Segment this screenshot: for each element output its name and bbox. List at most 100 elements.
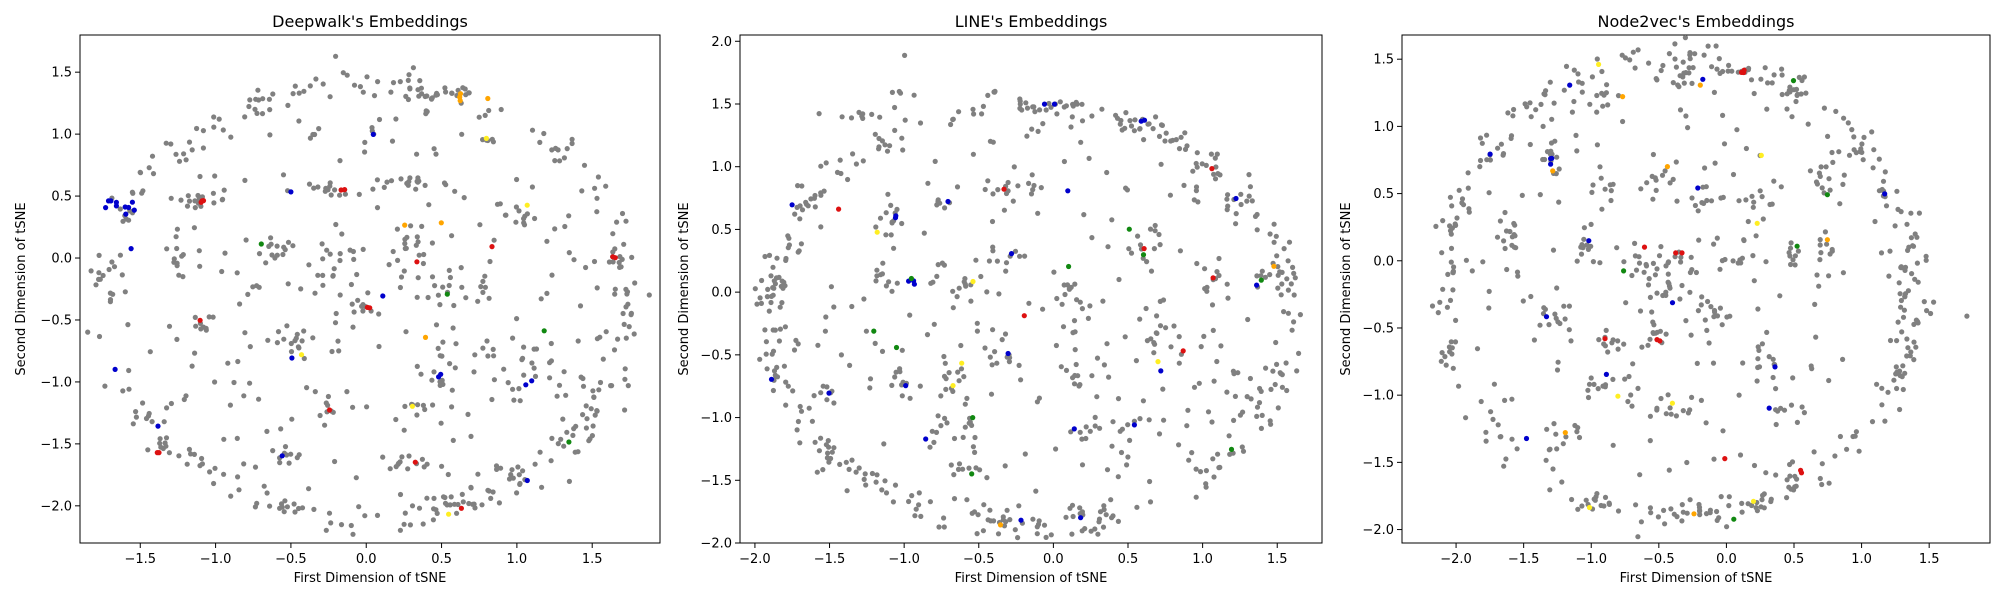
scatter-point xyxy=(1168,138,1174,144)
grey-point xyxy=(1193,160,1199,167)
scatter-point xyxy=(1502,397,1508,403)
red-point xyxy=(836,206,842,212)
scatter-point xyxy=(1100,524,1107,530)
grey-point xyxy=(1053,342,1059,349)
grey-point xyxy=(296,345,302,351)
grey-point xyxy=(547,375,553,381)
scatter-point xyxy=(1874,381,1880,387)
scatter-point xyxy=(1191,384,1198,390)
grey-point xyxy=(1901,307,1907,313)
grey-point xyxy=(894,280,900,286)
scatter-point xyxy=(1022,451,1028,457)
grey-point xyxy=(580,375,586,382)
grey-point xyxy=(447,274,453,281)
scatter-point xyxy=(498,106,504,113)
scatter-point xyxy=(285,102,291,108)
grey-point xyxy=(1015,183,1021,189)
scatter-point xyxy=(935,262,941,268)
grey-point xyxy=(869,111,875,117)
grey-point xyxy=(1224,281,1230,287)
scatter-point xyxy=(581,162,588,168)
grey-point xyxy=(337,292,343,298)
grey-point xyxy=(1083,424,1089,430)
grey-point xyxy=(1597,164,1603,170)
grey-point xyxy=(758,300,765,306)
scatter-point xyxy=(1630,49,1636,55)
grey-point xyxy=(421,251,427,258)
grey-point xyxy=(311,185,317,191)
scatter-point xyxy=(1254,227,1260,233)
scatter-point xyxy=(1450,365,1456,371)
scatter-point xyxy=(1092,526,1098,532)
grey-point xyxy=(829,449,835,455)
scatter-point xyxy=(311,506,317,512)
scatter-point xyxy=(408,223,414,229)
grey-point xyxy=(1639,344,1645,350)
scatter-point xyxy=(863,482,869,488)
grey-point xyxy=(1114,115,1121,121)
blue-point xyxy=(1138,118,1144,124)
scatter-point xyxy=(1211,378,1217,384)
scatter-point xyxy=(1034,531,1040,537)
scatter-point xyxy=(1491,381,1497,387)
scatter-point xyxy=(1077,299,1083,305)
grey-point xyxy=(1680,408,1686,414)
grey-point xyxy=(1651,322,1657,328)
scatter-point xyxy=(357,84,363,90)
scatter-point xyxy=(448,494,454,500)
scatter-point xyxy=(619,210,626,217)
grey-point xyxy=(1043,107,1049,113)
scatter-point xyxy=(1869,129,1875,135)
scatter-point xyxy=(1495,422,1501,428)
scatter-point xyxy=(1099,106,1105,112)
scatter-point xyxy=(338,522,345,528)
scatter-point xyxy=(1661,507,1667,513)
scatter-point xyxy=(1658,244,1664,250)
scatter-point xyxy=(1160,386,1166,392)
scatter-point xyxy=(332,458,338,465)
scatter-point xyxy=(594,285,600,291)
orange-point xyxy=(1824,237,1830,243)
scatter-point xyxy=(1144,259,1150,265)
grey-point xyxy=(1275,272,1281,278)
grey-point xyxy=(437,302,443,308)
scatter-point xyxy=(1104,341,1110,347)
scatter-point xyxy=(1524,104,1530,110)
scatter-point xyxy=(538,296,544,302)
scatter-point xyxy=(491,353,497,359)
grey-point xyxy=(1860,157,1866,163)
scatter-point xyxy=(284,504,290,510)
scatter-point xyxy=(88,268,94,274)
scatter-point xyxy=(632,280,638,286)
scatter-point xyxy=(1615,508,1622,514)
scatter-point xyxy=(1189,450,1195,456)
grey-point xyxy=(968,298,974,304)
scatter-point xyxy=(1156,133,1163,139)
scatter-point xyxy=(1141,137,1147,143)
scatter-point xyxy=(1743,145,1749,152)
grey-point xyxy=(1062,291,1068,298)
scatter-point xyxy=(197,263,203,269)
grey-point xyxy=(422,406,428,413)
scatter-point xyxy=(1150,126,1156,132)
grey-point xyxy=(1636,260,1643,266)
scatter-point xyxy=(516,386,522,392)
grey-point xyxy=(1477,157,1484,164)
scatter-point xyxy=(1275,405,1281,411)
grey-point xyxy=(1902,294,1908,300)
grey-point xyxy=(1718,195,1724,201)
scatter-point xyxy=(1720,428,1726,434)
grey-point xyxy=(1279,281,1285,287)
grey-point xyxy=(1702,317,1708,323)
scatter-point xyxy=(1705,43,1711,49)
scatter-point xyxy=(757,295,763,301)
scatter-point xyxy=(931,321,937,327)
scatter-point xyxy=(374,205,381,211)
scatter-point xyxy=(406,72,412,78)
scatter-point xyxy=(577,303,584,309)
scatter-point xyxy=(476,114,482,120)
grey-point xyxy=(1012,248,1019,254)
scatter-point xyxy=(364,74,370,80)
grey-point xyxy=(419,91,425,97)
grey-point xyxy=(1749,193,1755,199)
